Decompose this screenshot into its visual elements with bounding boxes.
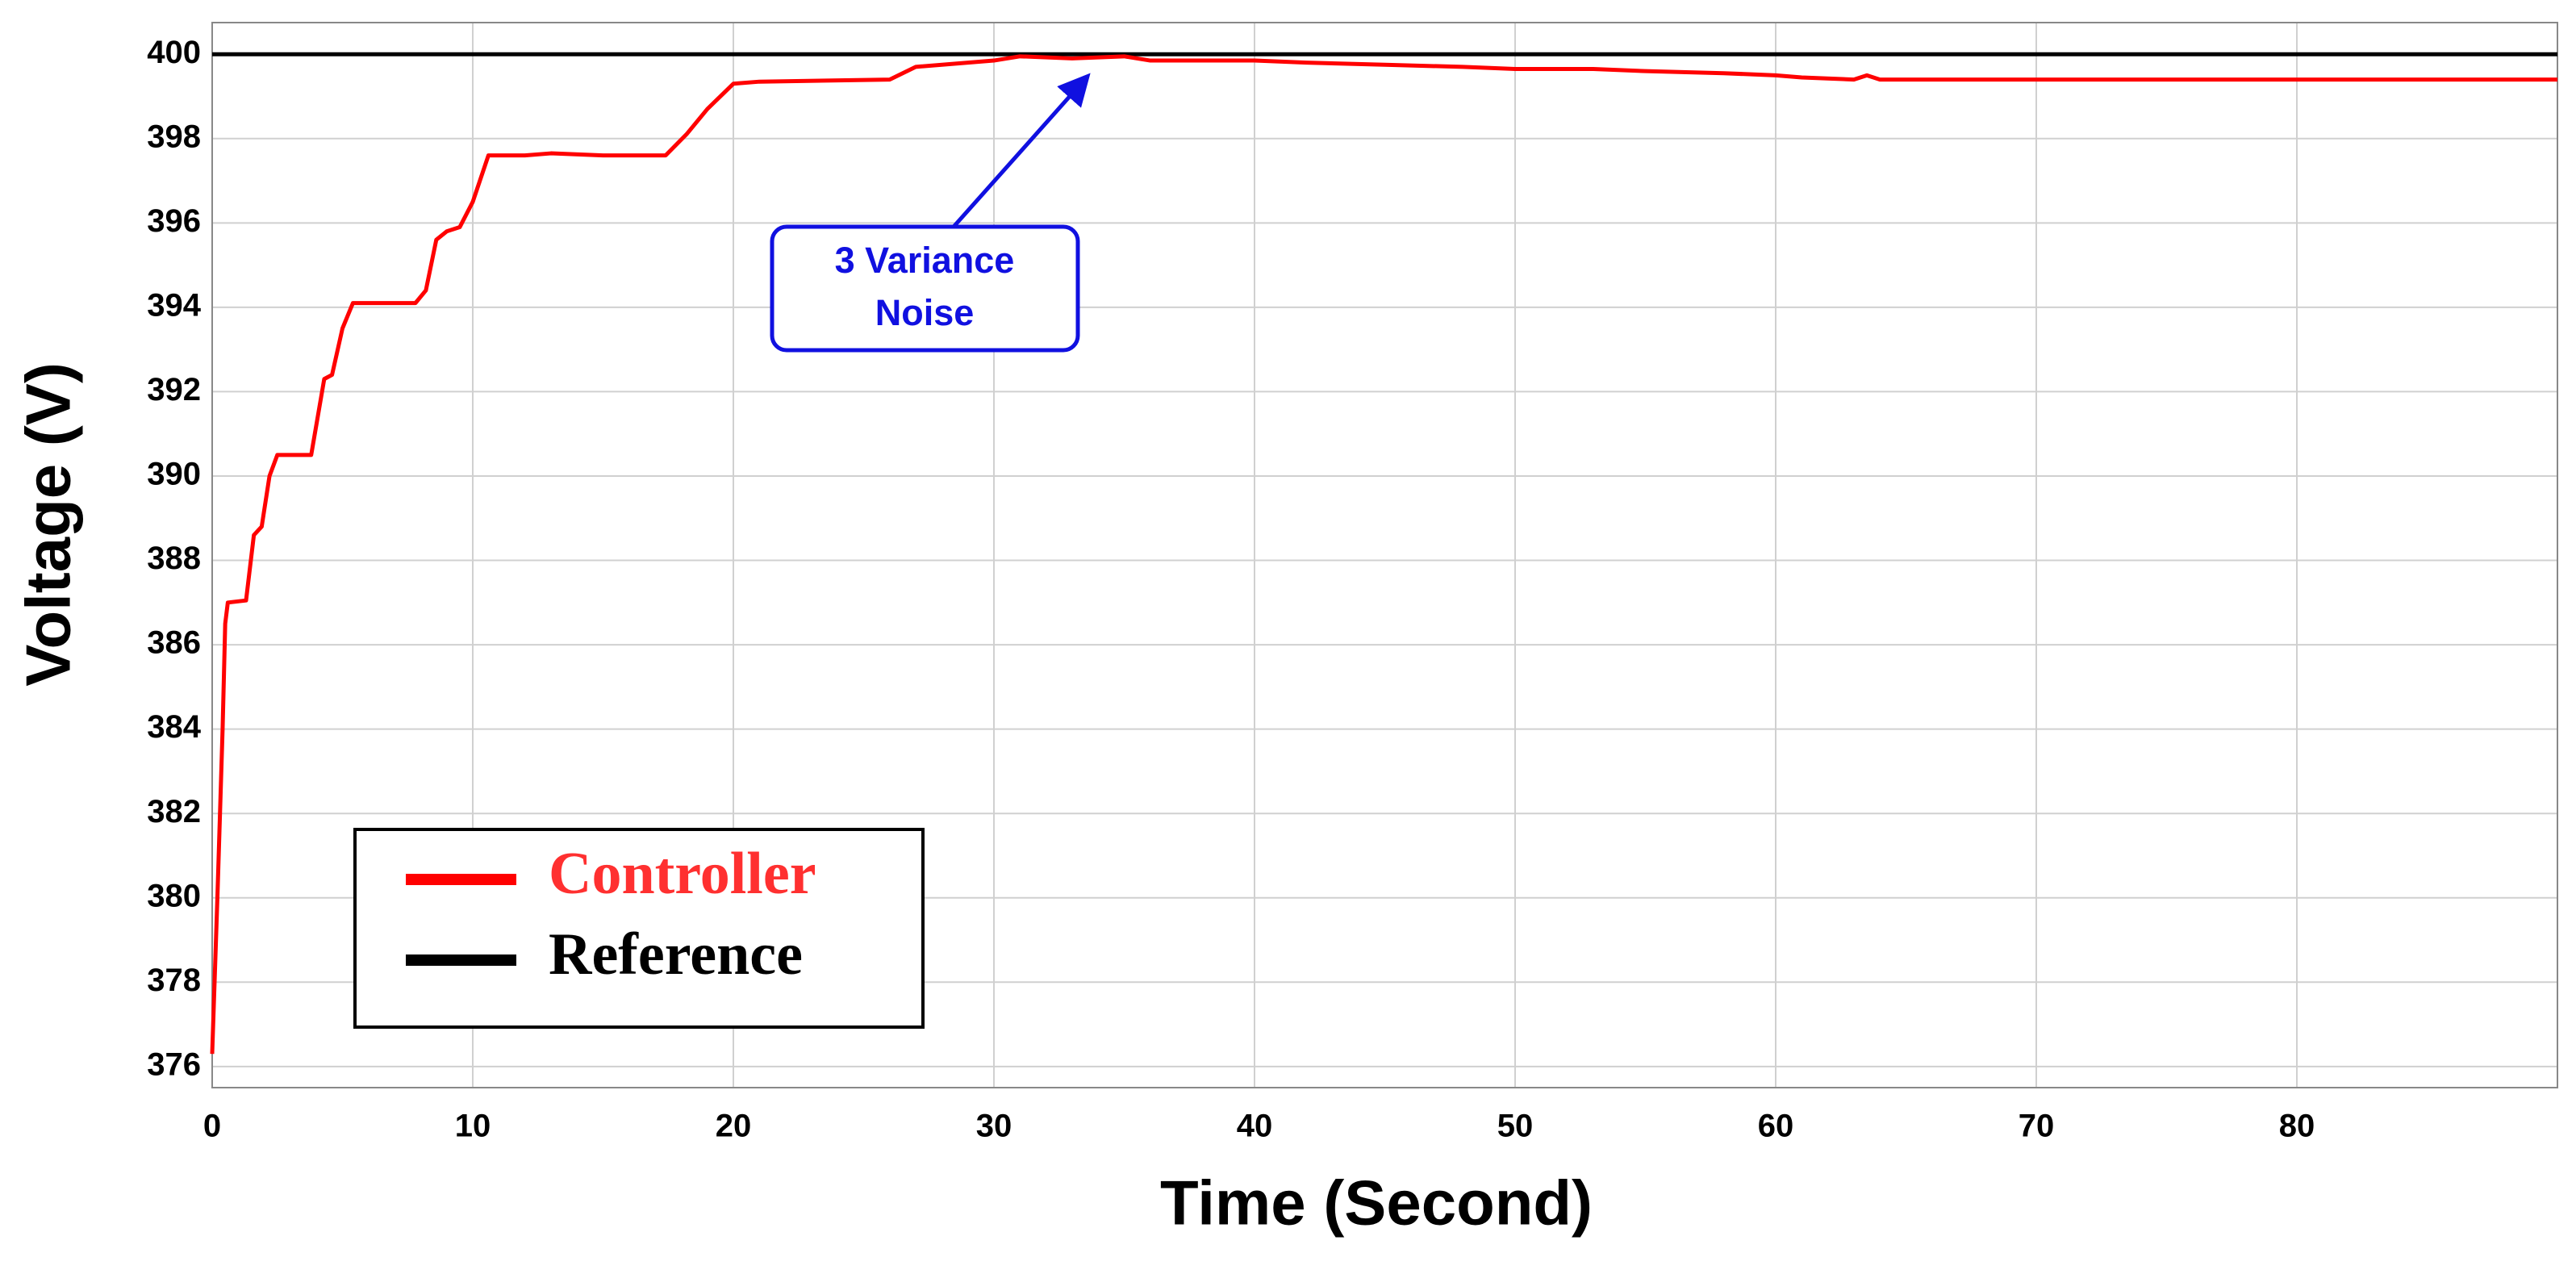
y-tick-label: 400 bbox=[147, 35, 201, 70]
x-tick-label: 50 bbox=[1497, 1109, 1534, 1144]
annotation-box bbox=[770, 224, 1080, 353]
plot-frame bbox=[211, 22, 2558, 1088]
x-tick-label: 0 bbox=[203, 1109, 221, 1144]
y-tick-label: 386 bbox=[147, 625, 201, 661]
y-tick-label: 394 bbox=[147, 287, 201, 323]
x-tick-label: 40 bbox=[1237, 1109, 1273, 1144]
annotation-arrow bbox=[952, 73, 1091, 228]
legend-label: Reference bbox=[549, 921, 803, 988]
series-line bbox=[210, 54, 2557, 1055]
y-axis-title: Voltage (V) bbox=[13, 362, 84, 687]
y-tick-label: 388 bbox=[147, 541, 201, 576]
lines bbox=[210, 52, 2557, 1055]
y-tick-label: 392 bbox=[147, 372, 201, 407]
y-tick-label: 380 bbox=[147, 878, 201, 913]
x-tick-label: 20 bbox=[716, 1109, 752, 1144]
legend-box bbox=[353, 828, 925, 1029]
y-tick-label: 382 bbox=[147, 794, 201, 829]
y-tick-label: 378 bbox=[147, 963, 201, 998]
y-tick-label: 398 bbox=[147, 119, 201, 154]
x-axis-title: Time (Second) bbox=[1160, 1167, 1593, 1238]
x-tick-label: 70 bbox=[2019, 1109, 2055, 1144]
x-tick-label: 10 bbox=[455, 1109, 491, 1144]
y-tick-label: 390 bbox=[147, 457, 201, 492]
x-tick-label: 80 bbox=[2279, 1109, 2315, 1144]
legend: Controller Reference bbox=[353, 828, 925, 1029]
y-tick-label: 376 bbox=[147, 1046, 201, 1082]
annotation-text: 3 Variance bbox=[835, 240, 1015, 281]
legend-label: Controller bbox=[549, 841, 816, 907]
x-tick-label: 30 bbox=[976, 1109, 1012, 1144]
annotation: 3 Variance Noise bbox=[770, 73, 1091, 353]
y-tick-label: 384 bbox=[147, 709, 201, 745]
annotation-text: Noise bbox=[875, 292, 975, 333]
y-tick-label: 396 bbox=[147, 203, 201, 239]
x-tick-label: 60 bbox=[1758, 1109, 1794, 1144]
